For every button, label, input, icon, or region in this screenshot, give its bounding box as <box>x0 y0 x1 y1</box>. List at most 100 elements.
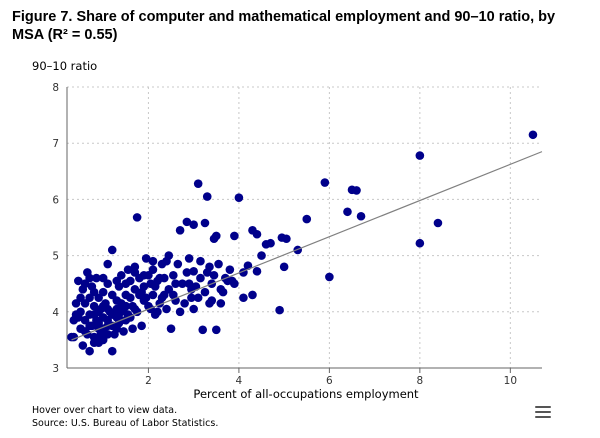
data-point[interactable] <box>325 272 334 282</box>
data-point[interactable] <box>121 301 131 311</box>
data-point[interactable] <box>202 192 212 201</box>
data-point[interactable] <box>356 211 366 221</box>
data-point[interactable] <box>98 301 108 311</box>
data-point[interactable] <box>189 220 198 229</box>
data-point[interactable] <box>123 265 133 274</box>
data-point[interactable] <box>182 217 192 227</box>
data-point[interactable] <box>148 265 158 274</box>
data-point[interactable] <box>76 293 85 303</box>
data-point[interactable] <box>218 287 228 297</box>
data-point[interactable] <box>275 305 284 315</box>
data-point[interactable] <box>239 293 248 303</box>
data-point[interactable] <box>415 151 425 160</box>
data-point[interactable] <box>130 268 140 277</box>
data-point[interactable] <box>230 231 239 241</box>
data-point[interactable] <box>302 214 312 224</box>
data-point[interactable] <box>196 273 205 283</box>
data-point[interactable] <box>209 270 219 280</box>
data-point[interactable] <box>162 304 171 314</box>
data-point[interactable] <box>139 282 149 291</box>
data-point[interactable] <box>173 259 183 269</box>
data-point[interactable] <box>166 324 176 333</box>
data-point[interactable] <box>266 238 275 248</box>
data-point[interactable] <box>352 186 361 195</box>
data-point[interactable] <box>164 285 174 294</box>
data-point[interactable] <box>92 273 101 283</box>
data-point[interactable] <box>180 299 189 308</box>
data-point[interactable] <box>225 265 235 274</box>
data-point[interactable] <box>171 296 180 305</box>
data-point[interactable] <box>248 226 257 235</box>
data-point[interactable] <box>230 279 239 289</box>
data-point[interactable] <box>141 293 151 303</box>
data-point[interactable] <box>153 276 162 286</box>
data-point[interactable] <box>252 267 262 276</box>
data-point[interactable] <box>189 304 198 314</box>
data-point[interactable] <box>211 325 221 335</box>
data-point[interactable] <box>279 262 289 272</box>
data-point[interactable] <box>130 304 140 314</box>
data-point[interactable] <box>184 254 194 263</box>
data-point[interactable] <box>103 259 113 269</box>
data-point[interactable] <box>148 256 158 266</box>
data-point[interactable] <box>121 315 131 325</box>
data-point[interactable] <box>175 307 185 317</box>
data-point[interactable] <box>157 259 167 269</box>
data-point[interactable] <box>98 327 108 336</box>
data-point[interactable] <box>178 279 187 289</box>
data-point[interactable] <box>89 287 99 297</box>
data-point[interactable] <box>119 327 128 336</box>
data-point[interactable] <box>171 279 180 289</box>
data-point[interactable] <box>187 293 196 303</box>
data-point[interactable] <box>74 276 83 286</box>
data-point[interactable] <box>343 207 352 217</box>
data-point[interactable] <box>205 299 214 308</box>
data-point[interactable] <box>415 238 425 248</box>
data-point[interactable] <box>141 254 151 263</box>
data-point[interactable] <box>193 293 203 303</box>
data-point[interactable] <box>169 270 178 280</box>
data-point[interactable] <box>193 179 203 188</box>
data-point[interactable] <box>85 321 94 331</box>
data-point[interactable] <box>98 273 108 283</box>
data-point[interactable] <box>112 276 122 286</box>
data-point[interactable] <box>433 218 443 228</box>
data-point[interactable] <box>128 324 137 333</box>
data-point[interactable] <box>216 299 226 308</box>
data-point[interactable] <box>198 325 208 335</box>
data-point[interactable] <box>175 226 185 235</box>
data-point[interactable] <box>107 290 117 300</box>
data-point[interactable] <box>107 346 117 356</box>
data-point[interactable] <box>110 329 119 339</box>
data-point[interactable] <box>320 178 330 187</box>
data-point[interactable] <box>209 234 219 244</box>
data-point[interactable] <box>528 130 538 140</box>
data-point[interactable] <box>132 213 142 222</box>
data-point[interactable] <box>85 273 94 283</box>
data-point[interactable] <box>182 268 192 277</box>
data-point[interactable] <box>139 270 149 280</box>
data-point[interactable] <box>78 341 88 350</box>
data-point[interactable] <box>196 256 205 266</box>
data-point[interactable] <box>157 293 167 303</box>
data-point[interactable] <box>126 293 135 303</box>
data-point[interactable] <box>148 290 158 300</box>
data-point[interactable] <box>71 310 81 319</box>
hamburger-menu-icon[interactable] <box>533 404 553 420</box>
data-point[interactable] <box>107 321 117 331</box>
data-point[interactable] <box>184 279 194 289</box>
data-point[interactable] <box>277 233 287 242</box>
data-point[interactable] <box>234 193 244 203</box>
data-point[interactable] <box>107 245 117 255</box>
data-point[interactable] <box>67 332 76 342</box>
data-point[interactable] <box>137 321 146 331</box>
data-point[interactable] <box>202 268 212 277</box>
data-point[interactable] <box>121 279 131 289</box>
data-point[interactable] <box>85 346 94 356</box>
data-point[interactable] <box>135 290 144 300</box>
data-point[interactable] <box>257 251 266 260</box>
data-point[interactable] <box>200 287 210 297</box>
data-point[interactable] <box>189 267 198 276</box>
data-point[interactable] <box>214 259 223 269</box>
